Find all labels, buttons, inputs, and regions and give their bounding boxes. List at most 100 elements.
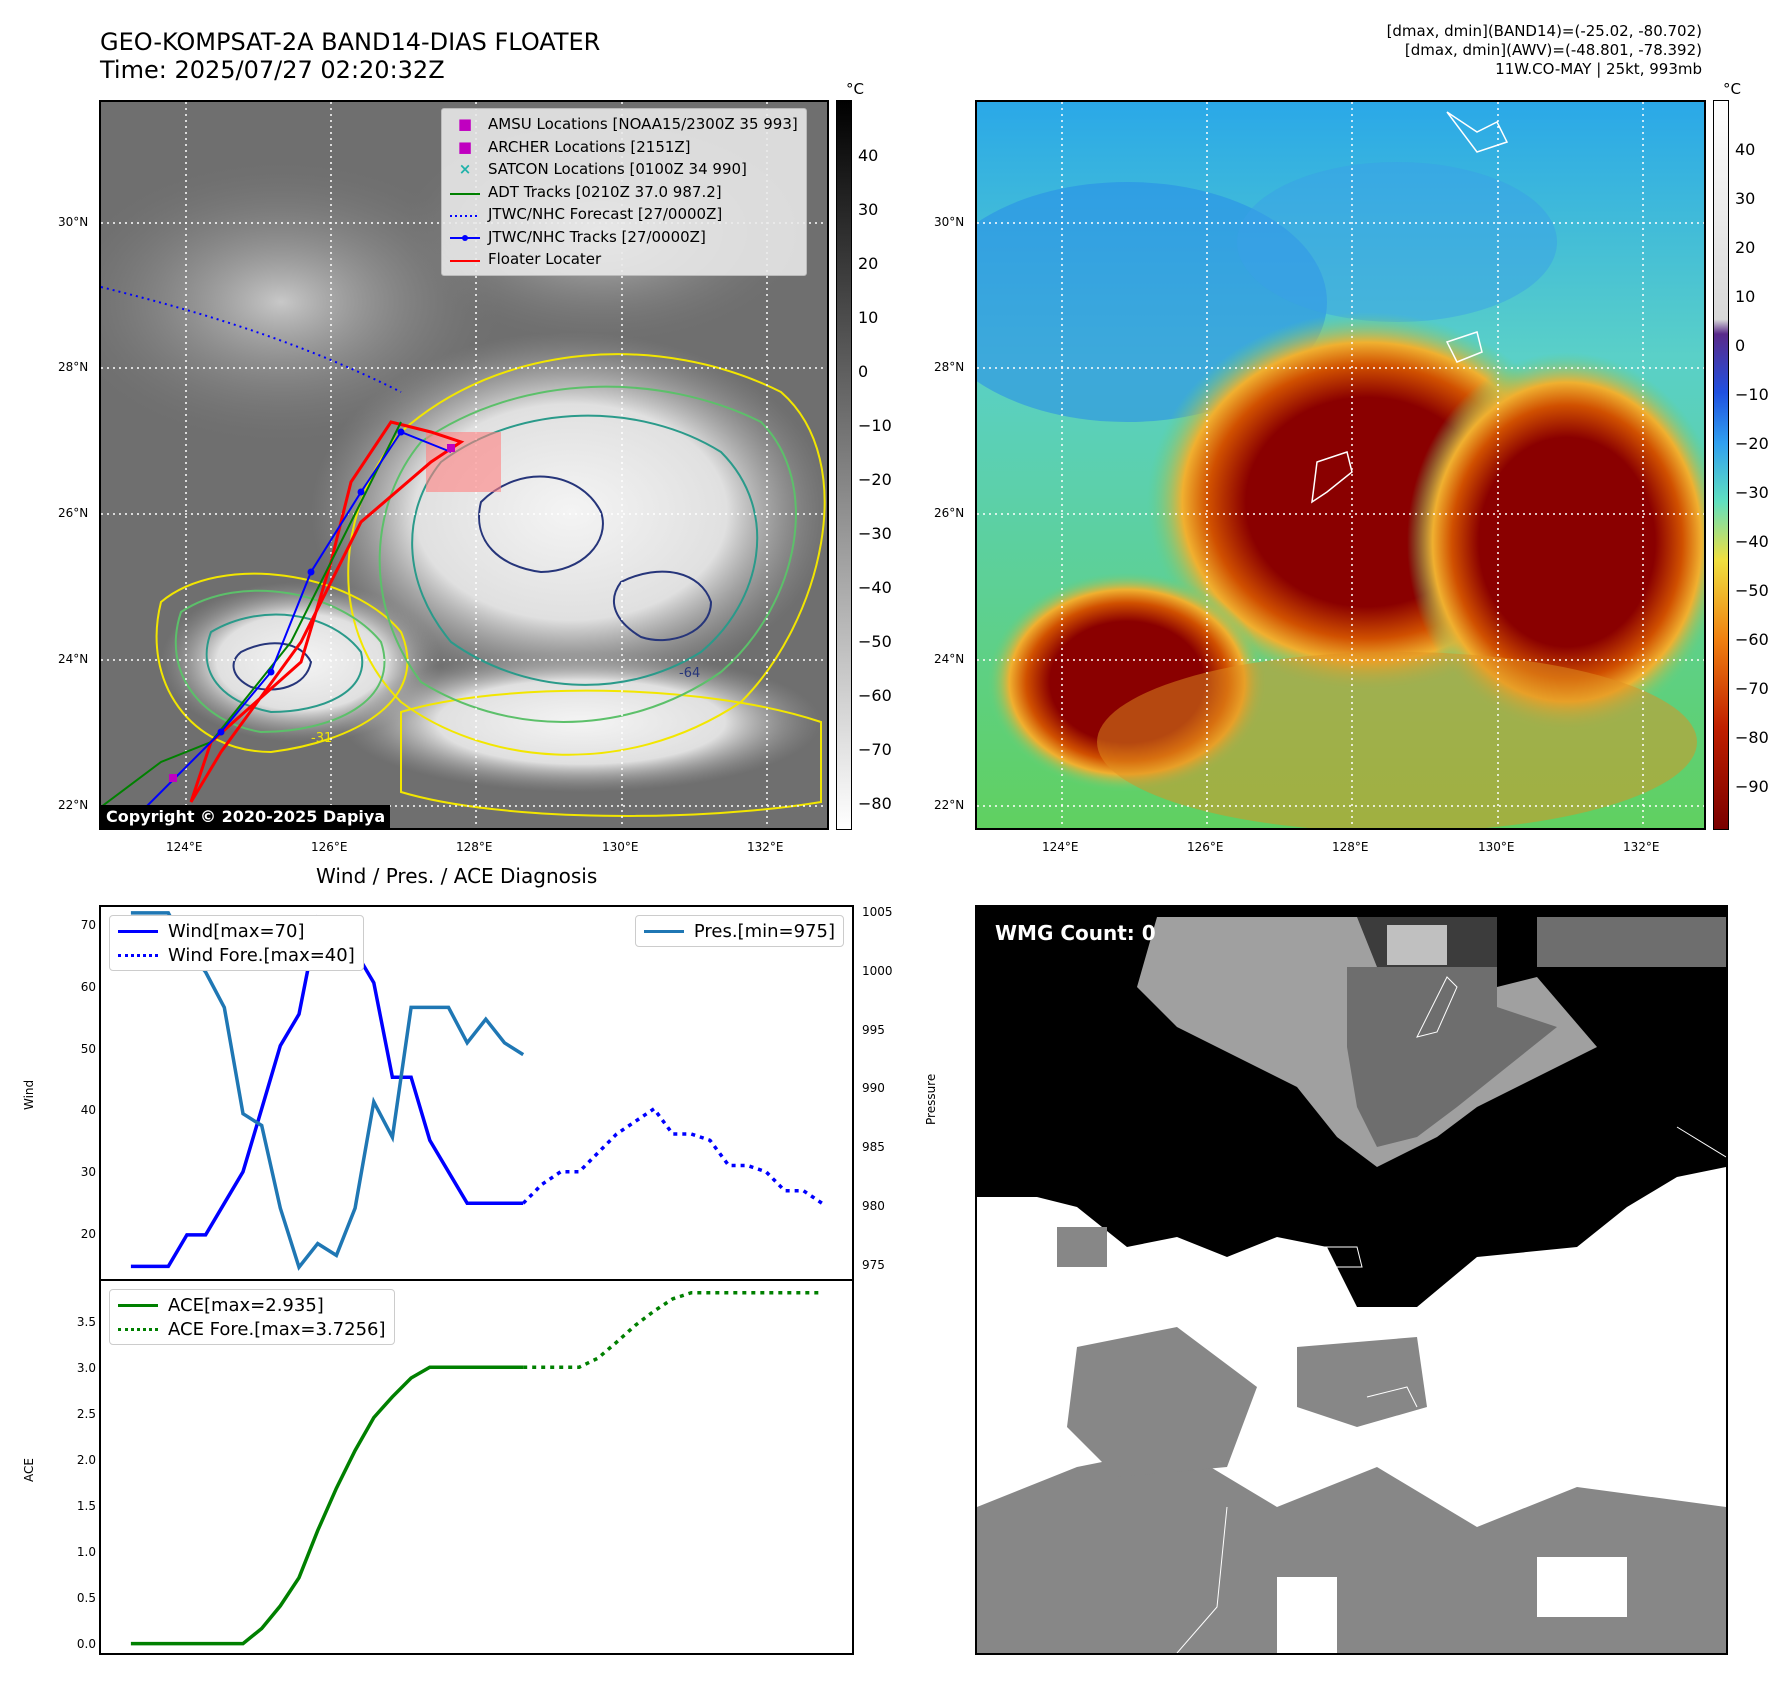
ace-chart: ACE[max=2.935] ACE Fore.[max=3.7256] xyxy=(99,1279,854,1655)
ace-axis-ticks: 3.5 3.0 2.5 2.0 1.5 1.0 0.5 0.0 xyxy=(40,1279,96,1655)
ace-tick: 1.0 xyxy=(76,1545,96,1559)
line-icon xyxy=(450,183,480,201)
diagnosis-title: Wind / Pres. / ACE Diagnosis xyxy=(316,864,598,888)
wmg-panel: WMG Count: 0 xyxy=(975,905,1728,1655)
legend-label: ACE Fore.[max=3.7256] xyxy=(168,1318,386,1340)
legend-item-archer: ■ ARCHER Locations [2151Z] xyxy=(450,136,798,159)
ir-map-panel: -64 -31 Copyright © 2020-2025 Dapiya ■ AM… xyxy=(99,100,829,830)
lat-tick: 26°N xyxy=(58,506,89,520)
line-icon xyxy=(118,1303,158,1307)
enhanced-map-image xyxy=(977,102,1704,828)
contour-label: -31 xyxy=(311,731,332,746)
ace-axis-label: ACE xyxy=(22,1458,36,1482)
legend-item-satcon: × SATCON Locations [0100Z 34 990] xyxy=(450,158,798,181)
legend-label: ACE[max=2.935] xyxy=(168,1294,324,1316)
lon-tick: 128°E xyxy=(1332,840,1369,854)
wind-tick: 70 xyxy=(80,918,96,932)
legend-item-floater: Floater Locater xyxy=(450,248,798,271)
lon-tick: 124°E xyxy=(1042,840,1079,854)
pressure-tick: 995 xyxy=(862,1023,885,1037)
colorbar-tick: −40 xyxy=(858,578,892,597)
chart-title: GEO-KOMPSAT-2A BAND14-DIAS FLOATER Time:… xyxy=(100,28,600,84)
ace-tick: 0.0 xyxy=(76,1637,96,1651)
legend-item-amsu: ■ AMSU Locations [NOAA15/2300Z 35 993] xyxy=(450,113,798,136)
wind-series-line-1 xyxy=(521,1106,824,1205)
x-marker-icon: × xyxy=(458,160,472,179)
colorbar-tick: −50 xyxy=(858,632,892,651)
colorbar-tick: 10 xyxy=(1735,287,1756,306)
dotted-line-icon xyxy=(118,953,158,957)
colorbar-tick: 30 xyxy=(1735,189,1756,208)
colorbar-tick: 0 xyxy=(858,362,869,381)
colorbar-tick: −30 xyxy=(858,524,892,543)
legend-label: SATCON Locations [0100Z 34 990] xyxy=(488,160,747,179)
colorbar-tick: 20 xyxy=(1735,238,1756,257)
legend-label: Pres.[min=975] xyxy=(693,920,835,942)
pressure-tick: 975 xyxy=(862,1258,885,1272)
colorbar-tick: 0 xyxy=(1735,336,1746,355)
pressure-tick: 1005 xyxy=(862,905,893,919)
lon-tick: 130°E xyxy=(602,840,639,854)
legend-item-ace: ACE[max=2.935] xyxy=(118,1293,386,1317)
colorbar-tick: 40 xyxy=(1735,140,1756,159)
line-icon xyxy=(450,250,480,268)
pressure-tick: 990 xyxy=(862,1081,885,1095)
colorbar-tick: −80 xyxy=(858,794,892,813)
lat-tick: 24°N xyxy=(58,652,89,666)
colorbar-tick: 10 xyxy=(858,308,879,327)
info-line-2: [dmax, dmin](AWV)=(-48.801, -78.392) xyxy=(1404,41,1702,59)
pressure-axis-label: Pressure xyxy=(924,1073,938,1125)
legend-item-wind-fore: Wind Fore.[max=40] xyxy=(118,943,355,967)
lon-tick: 124°E xyxy=(166,840,203,854)
square-marker-icon: ■ xyxy=(457,137,473,156)
copyright-label: Copyright © 2020-2025 Dapiya xyxy=(101,805,391,828)
legend-label: AMSU Locations [NOAA15/2300Z 35 993] xyxy=(488,115,798,134)
contour-label: -64 xyxy=(679,666,700,681)
line-icon xyxy=(118,929,158,933)
colorbar-unit: °C xyxy=(846,80,864,98)
colorbar-tick: 20 xyxy=(858,254,879,273)
colorbar-tick: −10 xyxy=(858,416,892,435)
pressure-tick: 985 xyxy=(862,1140,885,1154)
colorbar-unit: °C xyxy=(1723,80,1741,98)
colorbar-tick: −70 xyxy=(1735,679,1769,698)
legend-item-pres: Pres.[min=975] xyxy=(643,919,835,943)
ace-tick: 3.0 xyxy=(76,1361,96,1375)
square-marker-icon: ■ xyxy=(457,115,473,134)
colorbar-tick: −20 xyxy=(858,470,892,489)
lat-tick: 26°N xyxy=(934,506,965,520)
legend-item-adt: ADT Tracks [0210Z 37.0 987.2] xyxy=(450,181,798,204)
lat-tick: 30°N xyxy=(934,215,965,229)
title-line-1: GEO-KOMPSAT-2A BAND14-DIAS FLOATER xyxy=(100,28,601,56)
pressure-tick: 980 xyxy=(862,1199,885,1213)
ace-tick: 0.5 xyxy=(76,1591,96,1605)
colorbar-tick: −20 xyxy=(1735,434,1769,453)
legend-label: JTWC/NHC Forecast [27/0000Z] xyxy=(488,205,723,224)
enhanced-map-panel xyxy=(975,100,1706,830)
colorbar-tick: −50 xyxy=(1735,581,1769,600)
lon-tick: 128°E xyxy=(456,840,493,854)
colorbar-tick: −60 xyxy=(1735,630,1769,649)
map-legend: ■ AMSU Locations [NOAA15/2300Z 35 993] ■ A… xyxy=(441,108,807,276)
info-block: [dmax, dmin](BAND14)=(-25.02, -80.702) [… xyxy=(1387,22,1702,79)
lon-tick: 132°E xyxy=(1623,840,1660,854)
ace-plot xyxy=(130,1290,823,1646)
ace-tick: 2.5 xyxy=(76,1407,96,1421)
colorbar-left xyxy=(836,100,852,830)
lat-tick: 22°N xyxy=(934,798,965,812)
title-line-2: Time: 2025/07/27 02:20:32Z xyxy=(100,56,445,84)
lon-tick: 132°E xyxy=(747,840,784,854)
lat-tick: 30°N xyxy=(58,215,89,229)
colorbar-tick: −80 xyxy=(1735,728,1769,747)
ace-tick: 2.0 xyxy=(76,1453,96,1467)
colorbar-tick: −30 xyxy=(1735,483,1769,502)
wind-axis-label: Wind xyxy=(22,1079,36,1110)
dotted-line-icon xyxy=(450,205,480,223)
legend-item-ace-fore: ACE Fore.[max=3.7256] xyxy=(118,1317,386,1341)
ace-series-line-1 xyxy=(523,1290,823,1369)
wind-tick: 30 xyxy=(80,1165,96,1179)
line-dot-icon xyxy=(450,228,480,246)
wind-tick: 60 xyxy=(80,980,96,994)
pressure-legend: Pres.[min=975] xyxy=(634,915,844,947)
legend-item-wind: Wind[max=70] xyxy=(118,919,355,943)
